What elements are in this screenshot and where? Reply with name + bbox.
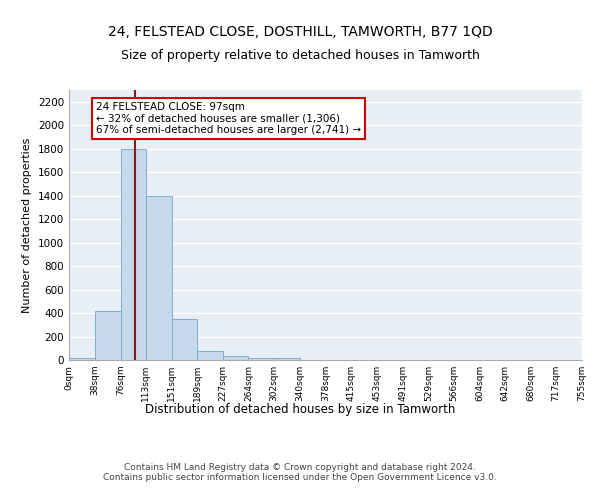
- Bar: [172, 319, 197, 360]
- Bar: [69, 358, 95, 360]
- Bar: [274, 358, 300, 360]
- Bar: [121, 148, 146, 360]
- Bar: [197, 350, 223, 360]
- Bar: [248, 358, 274, 360]
- Bar: [223, 356, 248, 360]
- Text: 24 FELSTEAD CLOSE: 97sqm
← 32% of detached houses are smaller (1,306)
67% of sem: 24 FELSTEAD CLOSE: 97sqm ← 32% of detach…: [96, 102, 361, 135]
- Text: Contains HM Land Registry data © Crown copyright and database right 2024.
Contai: Contains HM Land Registry data © Crown c…: [103, 463, 497, 482]
- Text: 24, FELSTEAD CLOSE, DOSTHILL, TAMWORTH, B77 1QD: 24, FELSTEAD CLOSE, DOSTHILL, TAMWORTH, …: [107, 26, 493, 40]
- Y-axis label: Number of detached properties: Number of detached properties: [22, 138, 32, 312]
- Text: Size of property relative to detached houses in Tamworth: Size of property relative to detached ho…: [121, 48, 479, 62]
- Bar: [146, 196, 172, 360]
- Text: Distribution of detached houses by size in Tamworth: Distribution of detached houses by size …: [145, 404, 455, 416]
- Bar: [95, 310, 121, 360]
